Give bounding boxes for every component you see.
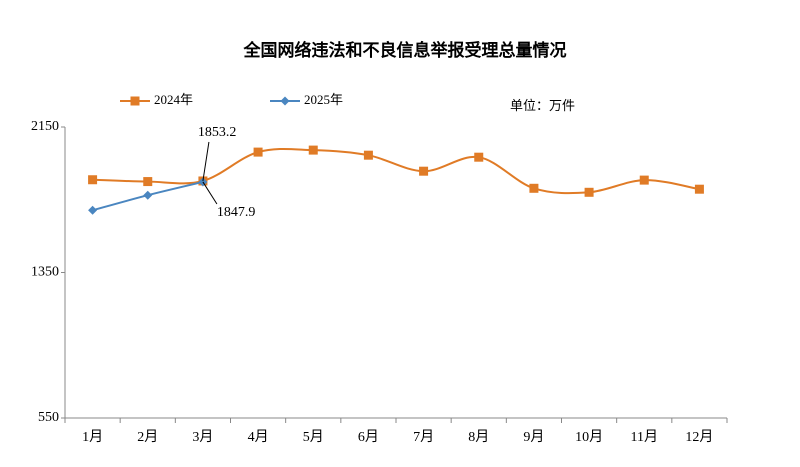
data-point [529,183,539,193]
data-point [694,184,704,194]
legend-marker [130,96,140,106]
data-label: 1847.9 [217,205,256,220]
y-tick-label: 1350 [31,265,59,280]
data-point [143,190,153,200]
data-point [419,166,429,176]
legend-marker [280,96,290,106]
x-tick-label: 9月 [523,429,544,445]
x-tick-label: 12月 [685,429,713,445]
x-tick-label: 6月 [358,429,379,445]
x-tick-label: 4月 [248,429,269,445]
label-leader [202,181,218,205]
data-point [474,152,484,162]
data-point [639,175,649,185]
x-tick-label: 8月 [468,429,489,445]
label-leader [202,141,210,182]
data-point [88,205,98,215]
x-tick-label: 10月 [575,429,603,445]
x-tick-label: 1月 [82,429,103,445]
data-point [253,147,263,157]
unit-label: 单位：万件 [510,98,575,113]
data-point [308,145,318,155]
legend-label: 2025年 [304,92,343,107]
legend-label: 2024年 [154,92,193,107]
x-tick-label: 3月 [192,429,213,445]
data-point [363,150,373,160]
y-tick-label: 2150 [31,119,59,134]
data-label: 1853.2 [198,125,237,140]
data-point [88,175,98,185]
x-tick-label: 11月 [631,429,658,445]
y-tick-label: 550 [38,410,59,425]
data-point [143,177,153,187]
x-tick-label: 2月 [137,429,158,445]
x-tick-label: 5月 [303,429,324,445]
x-tick-label: 7月 [413,429,434,445]
chart-title: 全国网络违法和不良信息举报受理总量情况 [243,40,567,61]
data-point [584,187,594,197]
